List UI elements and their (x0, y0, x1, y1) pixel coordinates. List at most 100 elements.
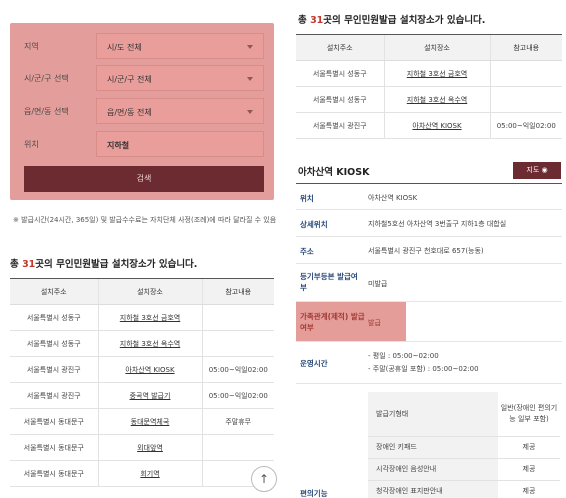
fee-note: ※ 발급시간(24시간, 365일) 및 발급수수료는 자치단체 사정(조례)에… (13, 216, 277, 224)
location-table: 설치주소 설치장소 참고내용 서울특별시 성동구 지하철 3호선 금호역 서울특별… (10, 278, 274, 487)
place-link[interactable]: 지하철 3호선 금호역 (383, 60, 490, 87)
chevron-down-icon (247, 77, 253, 81)
table-row: 서울특별시 광진구 중곡역 발급기 05:00~익일02:00 (10, 382, 274, 409)
count-suffix: 곳의 무인민원발급 설치장소가 있습니다. (35, 259, 198, 270)
table-row: 장애인 키패드 제공 (368, 436, 560, 459)
detail-row-detail-location: 상세위치 지하철5호선 아차산역 3번출구 지하1층 대합실 (296, 210, 562, 237)
table-row: 발급기형태 일반(장애인 편의기능 일부 포함) (368, 392, 560, 437)
search-button[interactable]: 검색 (24, 166, 264, 192)
accessibility-table: 발급기형태 일반(장애인 편의기능 일부 포함) 장애인 키패드 제공 시각장애인 … (368, 392, 560, 498)
detail-label: 가족관계(제적) 발급여부 (300, 312, 365, 332)
feature-value: 제공 (498, 458, 560, 481)
note-cell (489, 60, 562, 87)
detail-row-registry: 등기부등본 발급여부 미발급 (296, 264, 562, 302)
address-cell: 서울특별시 성동구 (10, 304, 98, 331)
note-cell (489, 86, 562, 113)
table-row: 청각장애인 표지판안내 제공 (368, 480, 560, 498)
highlight-overlay (296, 302, 406, 341)
scroll-top-button[interactable]: ↑ (251, 466, 277, 492)
address-cell: 서울특별시 성동구 (296, 60, 384, 87)
town-select[interactable]: 읍/면/동 전체 (96, 98, 264, 124)
count-prefix: 총 (298, 15, 311, 26)
table-row: 서울특별시 광진구 아차산역 KIOSK 05:00~익일02:00 (10, 356, 274, 383)
location-value: 지하철 (107, 141, 130, 150)
filter-label: 읍/면/동 선택 (24, 107, 69, 116)
detail-label: 상세위치 (300, 220, 328, 229)
detail-row-accessibility: 편의기능 (296, 384, 562, 498)
filter-label: 위치 (24, 140, 39, 149)
region-select[interactable]: 시/도 전체 (96, 33, 264, 59)
map-button[interactable]: 지도 ◉ (513, 162, 561, 179)
detail-value: 서울특별시 광진구 천호대로 657(능동) (368, 247, 484, 255)
table-header-row: 설치주소 설치장소 참고내용 (10, 278, 274, 305)
detail-label: 주소 (300, 247, 314, 256)
detail-row-hours: 운영시간 - 평일 : 05:00~02:00 - 주말(공휴일 포함) : 0… (296, 342, 562, 384)
select-value: 시/군/구 전체 (107, 75, 152, 84)
filter-row-region: 지역 시/도 전체 (10, 33, 274, 59)
detail-label: 등기부등본 발급여부 (300, 272, 358, 292)
table-row: 서울특별시 성동구 지하철 3호선 옥수역 (296, 86, 562, 113)
place-link[interactable]: 동대문역체국 (97, 408, 202, 435)
detail-value: 미발급 (368, 280, 388, 288)
address-cell: 서울특별시 광진구 (296, 112, 384, 139)
table-row: 서울특별시 광진구 아차산역 KIOSK 05:00~익일02:00 (296, 112, 562, 139)
note-cell: 05:00~익일02:00 (201, 356, 274, 383)
detail-label: 편의기능 (300, 489, 328, 498)
district-select[interactable]: 시/군/구 전체 (96, 65, 264, 91)
left-panel: 지역 시/도 전체 시/군/구 선택 시/군/구 전체 읍/면/동 선택 읍/면… (0, 0, 282, 498)
column-header: 참고내용 (201, 278, 274, 305)
detail-row-location: 위치 아차산역 KIOSK (296, 183, 562, 210)
count-prefix: 총 (10, 259, 23, 270)
chevron-down-icon (247, 45, 253, 49)
place-link[interactable]: 지하철 3호선 옥수역 (97, 330, 202, 357)
detail-label: 위치 (300, 194, 314, 203)
address-cell: 서울특별시 동대문구 (10, 434, 98, 461)
filter-row-location: 위치 지하철 (10, 131, 274, 157)
column-header: 설치장소 (383, 34, 490, 61)
column-header: 설치장소 (97, 278, 202, 305)
feature-name: 장애인 키패드 (368, 436, 498, 459)
column-header: 설치주소 (10, 278, 98, 305)
feature-name: 시각장애인 음성안내 (368, 458, 498, 481)
select-value: 읍/면/동 전체 (107, 108, 152, 117)
result-count-title: 총 31곳의 무인민원발급 설치장소가 있습니다. (298, 12, 485, 26)
feature-value: 제공 (498, 436, 560, 459)
place-link[interactable]: 외대앞역 (97, 434, 202, 461)
address-cell: 서울특별시 성동구 (10, 330, 98, 357)
detail-value: 발급 (368, 319, 381, 327)
table-row: 서울특별시 성동구 지하철 3호선 금호역 (296, 60, 562, 87)
place-link[interactable]: 아차산역 KIOSK (97, 356, 202, 383)
note-cell (201, 304, 274, 331)
filter-row-town: 읍/면/동 선택 읍/면/동 전체 (10, 98, 274, 124)
column-header: 설치주소 (296, 34, 384, 61)
map-label: 지도 (526, 166, 540, 174)
note-cell (201, 330, 274, 357)
detail-value: 아차산역 KIOSK (368, 194, 418, 202)
result-count: 31 (22, 259, 36, 270)
result-count-title: 총 31곳의 무인민원발급 설치장소가 있습니다. (10, 256, 197, 270)
place-link[interactable]: 중곡역 발급기 (97, 382, 202, 409)
result-count: 31 (310, 15, 324, 26)
right-panel: 총 31곳의 무인민원발급 설치장소가 있습니다. 설치주소 설치장소 참고내용… (284, 0, 566, 498)
select-value: 시/도 전체 (107, 43, 142, 52)
table-row: 서울특별시 성동구 지하철 3호선 금호역 (10, 304, 274, 331)
detail-row-address: 주소 서울특별시 광진구 천호대로 657(능동) (296, 237, 562, 264)
filter-label: 시/군/구 선택 (24, 74, 69, 83)
location-input[interactable]: 지하철 (96, 131, 264, 157)
table-row: 서울특별시 동대문구 회기역 (10, 460, 274, 487)
detail-value: - 평일 : 05:00~02:00 (368, 352, 439, 360)
address-cell: 서울특별시 광진구 (10, 356, 98, 383)
location-table: 설치주소 설치장소 참고내용 서울특별시 성동구 지하철 3호선 금호역 서울특별… (296, 34, 562, 139)
note-cell (201, 434, 274, 461)
place-link[interactable]: 회기역 (97, 460, 202, 487)
filter-row-district: 시/군/구 선택 시/군/구 전체 (10, 65, 274, 91)
table-row: 서울특별시 동대문구 외대앞역 (10, 434, 274, 461)
place-link[interactable]: 아차산역 KIOSK (383, 112, 490, 139)
filter-box: 지역 시/도 전체 시/군/구 선택 시/군/구 전체 읍/면/동 선택 읍/면… (10, 23, 274, 200)
kiosk-title: 아차산역 KIOSK (298, 167, 370, 178)
feature-value: 일반(장애인 편의기능 일부 포함) (498, 392, 560, 437)
chevron-down-icon (247, 110, 253, 114)
address-cell: 서울특별시 동대문구 (10, 460, 98, 487)
place-link[interactable]: 지하철 3호선 옥수역 (383, 86, 490, 113)
place-link[interactable]: 지하철 3호선 금호역 (97, 304, 202, 331)
